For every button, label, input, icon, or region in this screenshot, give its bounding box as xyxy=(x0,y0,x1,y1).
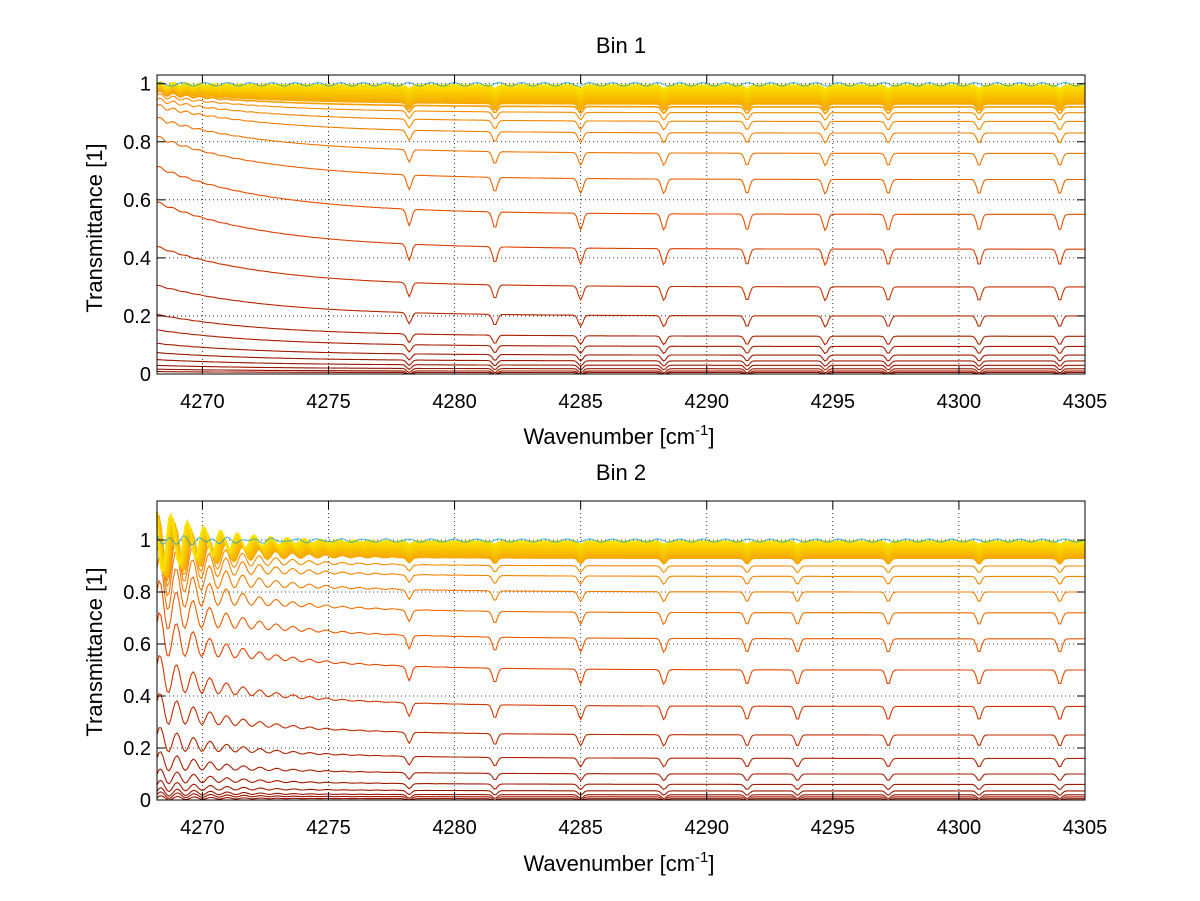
series-line xyxy=(157,364,1085,374)
x-tick-label: 4280 xyxy=(432,391,477,413)
series-line xyxy=(156,692,1085,747)
series-line xyxy=(156,795,1085,801)
series-line-top xyxy=(156,81,1086,87)
series-line xyxy=(157,359,1085,371)
series-line xyxy=(156,787,1085,800)
plot-area-1 xyxy=(157,75,1085,374)
y-tick-label: 0.8 xyxy=(123,132,151,154)
series-line xyxy=(156,779,1085,796)
y-tick-label: 0 xyxy=(140,790,151,812)
series-line xyxy=(156,116,1085,167)
y-tick-label: 1 xyxy=(140,74,151,96)
series-line xyxy=(156,529,1085,588)
x-tick-label: 4285 xyxy=(558,391,603,413)
series-line xyxy=(156,97,1085,131)
x-tick-label: 4290 xyxy=(684,817,729,839)
series-line xyxy=(157,342,1085,362)
series-line xyxy=(156,538,1085,603)
series-line xyxy=(156,727,1085,768)
y-tick-label: 0.4 xyxy=(123,248,151,270)
series-line xyxy=(156,555,1085,626)
series-line xyxy=(156,93,1085,121)
chart-panel-1: 4270 4275 4280 4285 4290 4295 4300 4305 0 0.2 0.4 0… xyxy=(82,33,1107,449)
axes-box-2 xyxy=(156,500,1086,801)
series-line xyxy=(157,368,1085,375)
series-group-1 xyxy=(156,80,1086,375)
y-tick-label: 0.2 xyxy=(123,738,151,760)
ticks-1: 4270 4275 4280 4285 4290 4295 4300 4305 0 0.2 0.4 0… xyxy=(123,74,1107,413)
series-line xyxy=(156,104,1085,144)
series-line xyxy=(156,314,1085,346)
x-tick-label: 4305 xyxy=(1063,817,1108,839)
series-line xyxy=(156,791,1085,801)
x-tick-label: 4295 xyxy=(811,391,856,413)
x-axis-label-1: Wavenumber [cm-1] xyxy=(523,422,714,449)
x-tick-label: 4275 xyxy=(306,391,351,413)
x-tick-label: 4305 xyxy=(1063,391,1108,413)
series-line xyxy=(157,352,1085,367)
series-line xyxy=(156,654,1085,721)
series-line xyxy=(156,135,1085,195)
x-tick-label: 4295 xyxy=(811,817,856,839)
axes-box-1 xyxy=(156,74,1086,375)
y-tick-label: 1 xyxy=(140,530,151,552)
series-line xyxy=(156,751,1085,782)
y-tick-label: 0.6 xyxy=(123,634,151,656)
series-line xyxy=(156,90,1085,115)
x-tick-label: 4290 xyxy=(684,391,729,413)
series-line xyxy=(157,371,1085,375)
x-axis-label-2: Wavenumber [cm-1] xyxy=(523,849,714,876)
series-line xyxy=(156,579,1085,654)
series-line xyxy=(156,522,1085,583)
series-line xyxy=(156,201,1085,267)
x-tick-label: 4270 xyxy=(180,391,225,413)
x-tick-label: 4270 xyxy=(180,817,225,839)
series-line xyxy=(156,284,1085,328)
ticks-2: 4270 4275 4280 4285 4290 4295 4300 4305 0 0.2 0.4 0… xyxy=(123,501,1107,839)
chart-panel-2: 4270 4275 4280 4285 4290 4295 4300 4305 0 0.2 0.4 0… xyxy=(82,460,1107,876)
y-tick-label: 0.6 xyxy=(123,190,151,212)
chart-title-1: Bin 1 xyxy=(596,33,646,58)
series-line xyxy=(156,165,1085,232)
series-line xyxy=(156,768,1085,791)
y-tick-label: 0.8 xyxy=(123,582,151,604)
x-tick-label: 4285 xyxy=(558,817,603,839)
series-line-top xyxy=(156,535,1086,546)
series-group-2 xyxy=(156,511,1086,801)
series-line xyxy=(156,611,1085,686)
y-tick-label: 0 xyxy=(140,364,151,386)
x-tick-label: 4300 xyxy=(937,391,982,413)
y-tick-label: 0.4 xyxy=(123,686,151,708)
x-tick-label: 4300 xyxy=(937,817,982,839)
chart-title-2: Bin 2 xyxy=(596,460,646,485)
x-tick-label: 4280 xyxy=(432,817,477,839)
series-line xyxy=(157,329,1085,355)
y-tick-label: 0.2 xyxy=(123,306,151,328)
y-axis-label-2: Transmittance [1] xyxy=(82,567,107,736)
x-tick-label: 4275 xyxy=(306,817,351,839)
series-line xyxy=(157,246,1085,302)
y-axis-label-1: Transmittance [1] xyxy=(82,143,107,312)
